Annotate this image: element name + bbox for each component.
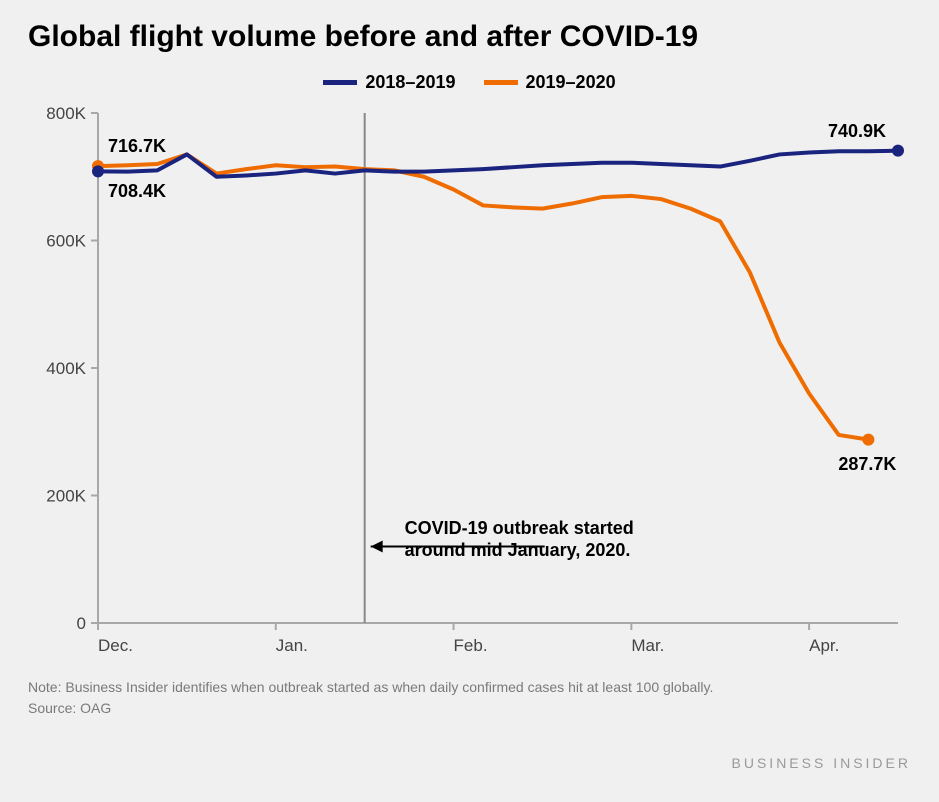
legend-label-1: 2018–2019 bbox=[365, 72, 455, 93]
legend: 2018–2019 2019–2020 bbox=[28, 72, 911, 93]
svg-text:Mar.: Mar. bbox=[631, 636, 664, 655]
chart-area: 0 200K 400K 600K 800K Dec. Jan. Feb. Mar. Apr. 71… bbox=[28, 103, 908, 663]
svg-text:Apr.: Apr. bbox=[809, 636, 839, 655]
footer: Note: Business Insider identifies when o… bbox=[28, 677, 911, 719]
legend-item-series1: 2018–2019 bbox=[323, 72, 455, 93]
source-prefix: Source: bbox=[28, 700, 80, 716]
note-text: Business Insider identifies when outbrea… bbox=[65, 679, 713, 695]
svg-text:200K: 200K bbox=[46, 487, 86, 506]
legend-swatch-2 bbox=[484, 80, 518, 85]
note-prefix: Note: bbox=[28, 679, 65, 695]
annotation-line1: COVID-19 outbreak started bbox=[405, 518, 634, 538]
svg-text:600K: 600K bbox=[46, 232, 86, 251]
footer-source: Source: OAG bbox=[28, 698, 911, 719]
brand-label: BUSINESS INSIDER bbox=[732, 753, 911, 774]
chart-title: Global flight volume before and after CO… bbox=[28, 20, 911, 54]
series2-end-label: 287.7K bbox=[838, 454, 896, 475]
svg-text:Dec.: Dec. bbox=[98, 636, 133, 655]
legend-swatch-1 bbox=[323, 80, 357, 85]
svg-text:Feb.: Feb. bbox=[454, 636, 488, 655]
series1-start-label: 708.4K bbox=[108, 181, 166, 202]
svg-text:Jan.: Jan. bbox=[276, 636, 308, 655]
footer-note: Note: Business Insider identifies when o… bbox=[28, 677, 911, 698]
series2-start-label: 716.7K bbox=[108, 136, 166, 157]
source-text: OAG bbox=[80, 700, 111, 716]
outbreak-annotation: COVID-19 outbreak started around mid Jan… bbox=[405, 517, 634, 562]
svg-text:0: 0 bbox=[77, 614, 86, 633]
svg-text:400K: 400K bbox=[46, 359, 86, 378]
series1-end-label: 740.9K bbox=[828, 121, 886, 142]
annotation-line2: around mid January, 2020. bbox=[405, 540, 631, 560]
svg-text:800K: 800K bbox=[46, 104, 86, 123]
legend-label-2: 2019–2020 bbox=[526, 72, 616, 93]
legend-item-series2: 2019–2020 bbox=[484, 72, 616, 93]
